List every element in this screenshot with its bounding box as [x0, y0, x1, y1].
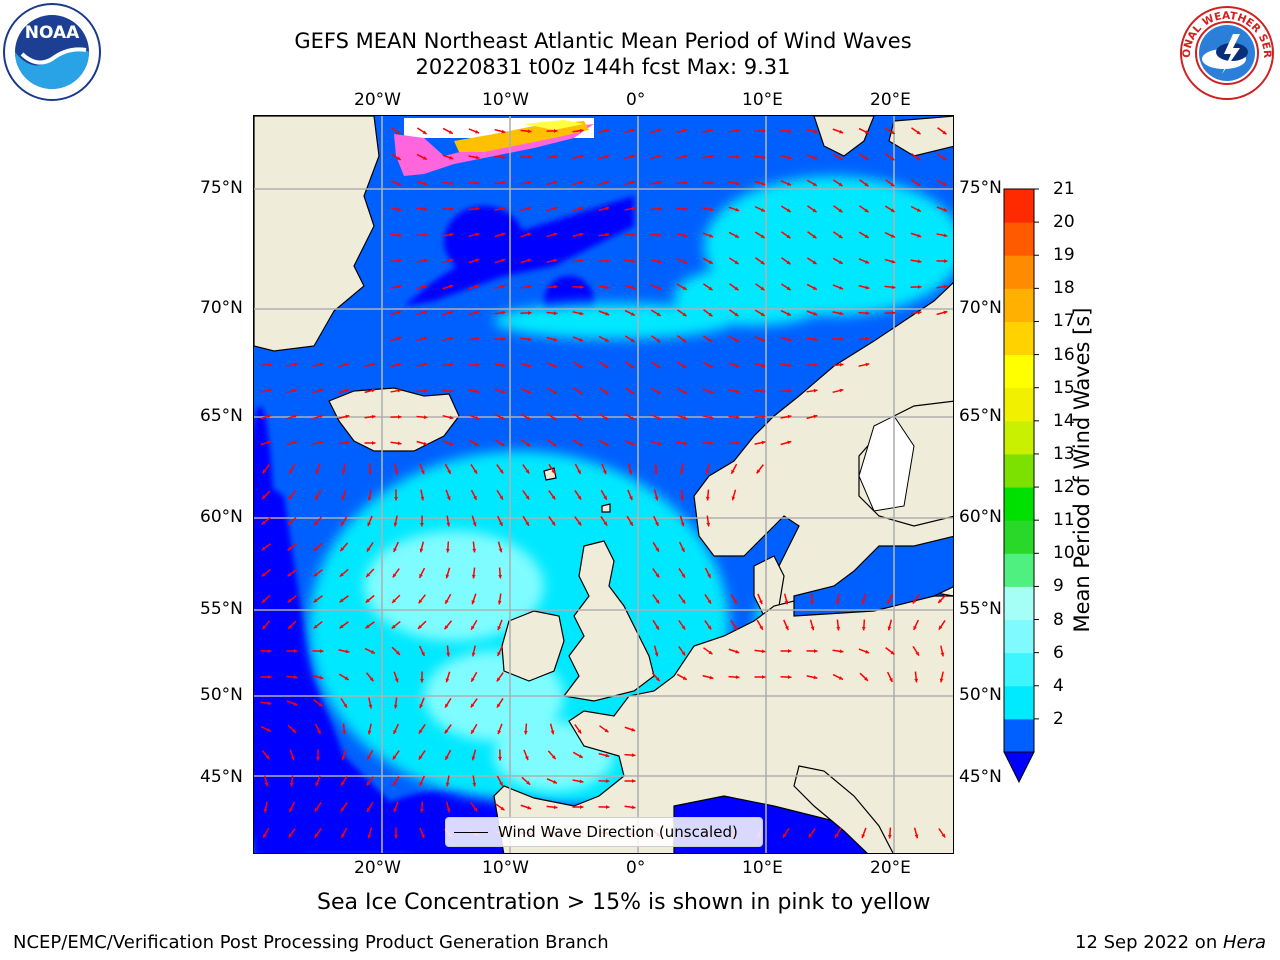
noaa-logo-text: NOAA: [25, 23, 80, 43]
colorbar: [995, 185, 1055, 785]
lon-label-bottom: 20°W: [354, 858, 401, 878]
map-panel: [253, 115, 954, 854]
colorbar-band: [1004, 255, 1034, 289]
colorbar-tick-label: 16: [1053, 344, 1075, 365]
footer-date: 12 Sep 2022 on Hera: [1075, 932, 1266, 953]
colorbar-band: [1004, 387, 1034, 422]
lat-label-left: 50°N: [200, 685, 243, 705]
lat-label-right: 75°N: [959, 178, 1002, 198]
colorbar-extend-arrow: [1003, 751, 1035, 784]
colorbar-tick-label: 6: [1053, 642, 1064, 663]
lat-label-right: 55°N: [959, 599, 1002, 619]
colorbar-band: [1004, 652, 1034, 687]
colorbar-band: [1004, 553, 1034, 587]
wind-wave-direction-arrows: [260, 127, 948, 839]
colorbar-tick-label: 13: [1053, 443, 1075, 464]
lat-label-left: 60°N: [200, 507, 243, 527]
colorbar-band: [1004, 487, 1034, 521]
colorbar-band: [1004, 354, 1034, 389]
lat-label-left: 45°N: [200, 767, 243, 787]
colorbar-band: [1004, 718, 1034, 753]
map-legend: Wind Wave Direction (unscaled): [445, 817, 763, 847]
lon-label-top: 20°W: [354, 90, 401, 110]
lat-label-right: 70°N: [959, 298, 1002, 318]
legend-line-symbol: [454, 831, 488, 833]
colorbar-outline: [1003, 188, 1035, 753]
footer-date-text: 12 Sep 2022 on: [1075, 932, 1223, 953]
colorbar-tick-label: 2: [1053, 708, 1064, 729]
lon-label-top: 0°: [626, 90, 646, 110]
colorbar-tick-label: 4: [1053, 675, 1064, 696]
lon-label-bottom: 10°E: [742, 858, 783, 878]
colorbar-label: Mean Period of Wind Waves [s]: [1070, 307, 1094, 633]
colorbar-band: [1004, 619, 1034, 654]
lon-label-bottom: 10°W: [482, 858, 529, 878]
colorbar-tick-label: 8: [1053, 609, 1064, 630]
colorbar-band: [1004, 189, 1034, 223]
colorbar-tick-label: 15: [1053, 377, 1075, 398]
colorbar-band: [1004, 453, 1034, 488]
colorbar-band: [1004, 222, 1034, 256]
lon-label-top: 10°W: [482, 90, 529, 110]
footer-producer: NCEP/EMC/Verification Post Processing Pr…: [13, 932, 609, 953]
colorbar-tick-label: 12: [1053, 477, 1075, 498]
colorbar-tick-label: 11: [1053, 510, 1075, 531]
lat-label-left: 65°N: [200, 406, 243, 426]
colorbar-band: [1004, 685, 1034, 720]
lon-label-bottom: 20°E: [870, 858, 911, 878]
nws-logo: NATIONAL WEATHER SERVICE: [1174, 0, 1276, 102]
map-subtitle: 20220831 t00z 144h fcst Max: 9.31: [415, 55, 791, 79]
lon-label-top: 20°E: [870, 90, 911, 110]
colorbar-band: [1004, 420, 1034, 455]
colorbar-tick-label: 19: [1053, 245, 1075, 266]
sea-ice-caption: Sea Ice Concentration > 15% is shown in …: [317, 890, 931, 915]
wave-period-map: [254, 116, 953, 853]
colorbar-tick-label: 17: [1053, 311, 1075, 332]
lat-label-left: 55°N: [200, 599, 243, 619]
lat-label-right: 50°N: [959, 685, 1002, 705]
colorbar-band: [1004, 288, 1034, 322]
lon-label-top: 10°E: [742, 90, 783, 110]
colorbar-tick-label: 21: [1053, 179, 1075, 199]
colorbar-band: [1004, 586, 1034, 621]
colorbar-tick-label: 18: [1053, 278, 1075, 299]
land-masses: [254, 116, 953, 853]
noaa-logo: NOAA: [2, 2, 102, 102]
lon-label-bottom: 0°: [626, 858, 646, 878]
lat-label-left: 75°N: [200, 178, 243, 198]
colorbar-tick-label: 20: [1053, 212, 1075, 233]
map-title: GEFS MEAN Northeast Atlantic Mean Period…: [294, 29, 912, 53]
footer-host: Hera: [1222, 932, 1266, 953]
colorbar-tick-label: 9: [1053, 576, 1064, 597]
lat-label-left: 70°N: [200, 298, 243, 318]
lat-label-right: 65°N: [959, 406, 1002, 426]
colorbar-tick-label: 10: [1053, 543, 1075, 564]
colorbar-band: [1004, 520, 1034, 554]
legend-label: Wind Wave Direction (unscaled): [498, 823, 738, 841]
colorbar-tick-label: 14: [1053, 410, 1075, 431]
lat-label-right: 45°N: [959, 767, 1002, 787]
colorbar-band: [1004, 321, 1034, 356]
lat-label-right: 60°N: [959, 507, 1002, 527]
